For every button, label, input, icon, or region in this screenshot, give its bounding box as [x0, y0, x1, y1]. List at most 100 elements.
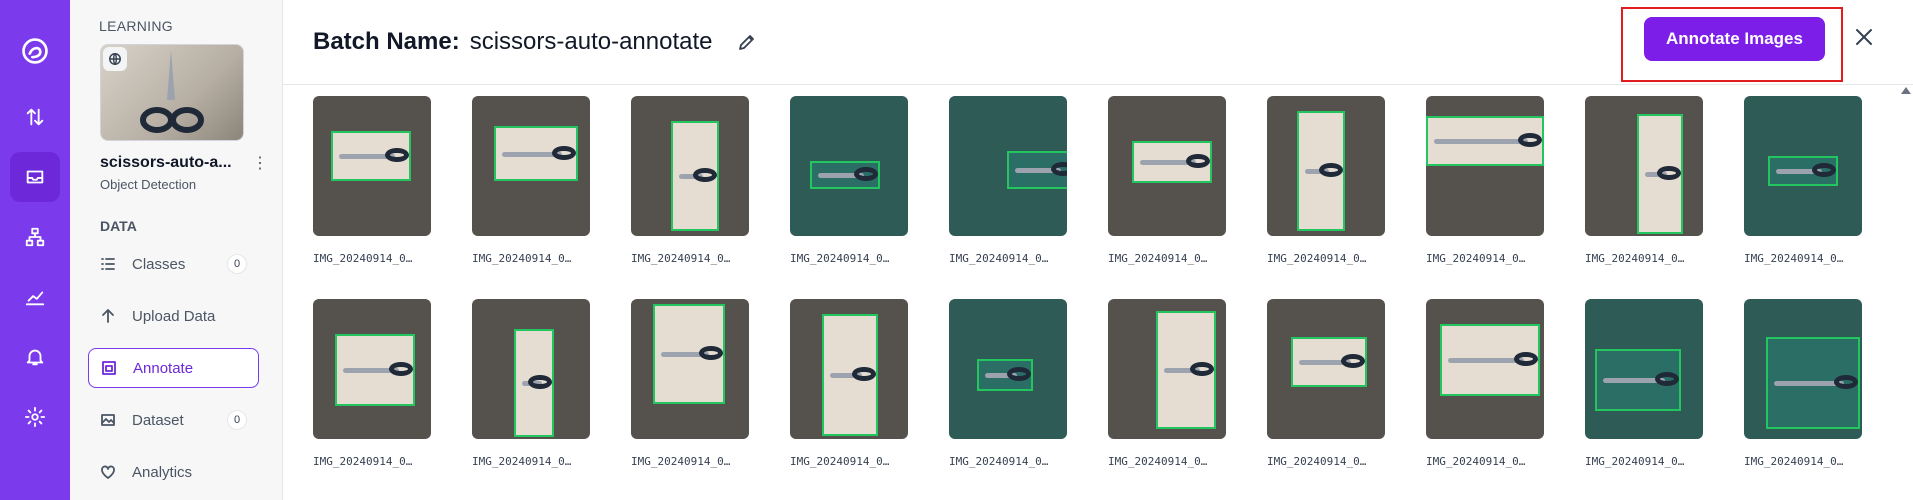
image-thumbnail[interactable] [1744, 299, 1862, 439]
image-thumbnail[interactable] [631, 299, 749, 439]
scissors-handle [1190, 362, 1214, 376]
globe-icon[interactable] [103, 47, 127, 71]
image-filename: IMG_20240914_0… [313, 252, 413, 265]
image-row: IMG_20240914_0… IMG_20240914_0… IMG_202409… [313, 299, 1913, 468]
scissors-handle [854, 167, 878, 181]
sidebar-item-label: Dataset [132, 411, 184, 429]
sidebar-item-dataset[interactable]: Dataset 0 [88, 400, 259, 440]
image-card[interactable]: IMG_20240914_0… [1267, 299, 1385, 468]
image-filename: IMG_20240914_0… [1267, 252, 1367, 265]
scissors-blade [1299, 360, 1351, 365]
project-type: Object Detection [100, 177, 197, 192]
scissors-handle [389, 362, 413, 376]
image-thumbnail[interactable] [1108, 96, 1226, 236]
annotate-images-button[interactable]: Annotate Images [1644, 17, 1825, 61]
image-thumbnail[interactable] [949, 96, 1067, 236]
batch-name-value: scissors-auto-annotate [469, 28, 713, 55]
more-vertical-icon[interactable]: ⋮ [252, 155, 268, 172]
image-thumbnail[interactable] [949, 299, 1067, 439]
section-label: LEARNING [99, 18, 173, 34]
project-thumbnail[interactable] [100, 44, 244, 141]
scissors-blade [1645, 172, 1667, 177]
close-icon[interactable] [1853, 26, 1875, 48]
image-card[interactable]: IMG_20240914_0… [1426, 299, 1544, 468]
image-card[interactable]: IMG_20240914_0… [631, 96, 749, 265]
image-card[interactable]: IMG_20240914_0… [1585, 96, 1703, 265]
image-row: IMG_20240914_0… IMG_20240914_0… IMG_202409… [313, 96, 1913, 265]
image-thumbnail[interactable] [472, 96, 590, 236]
logo-icon[interactable] [18, 34, 52, 68]
image-thumbnail[interactable] [631, 96, 749, 236]
sidebar-item-label: Upload Data [132, 307, 216, 325]
scissors-handle [385, 148, 409, 162]
image-thumbnail[interactable] [1267, 299, 1385, 439]
image-filename: IMG_20240914_0… [949, 455, 1049, 468]
image-card[interactable]: IMG_20240914_0… [790, 96, 908, 265]
image-card[interactable]: IMG_20240914_0… [1744, 96, 1862, 265]
classes-count-badge: 0 [227, 254, 247, 274]
dataset-count-badge: 0 [227, 410, 247, 430]
scissors-blade [1305, 169, 1329, 174]
swap-arrows-icon[interactable] [10, 92, 60, 142]
image-thumbnail[interactable] [1108, 299, 1226, 439]
image-filename: IMG_20240914_0… [949, 252, 1049, 265]
scissors-blade [1140, 160, 1196, 165]
image-thumbnail[interactable] [790, 299, 908, 439]
data-section-label: DATA [100, 218, 137, 234]
image-thumbnail[interactable] [1267, 96, 1385, 236]
image-thumbnail[interactable] [790, 96, 908, 236]
image-thumbnail[interactable] [1585, 299, 1703, 439]
bell-icon[interactable] [10, 332, 60, 382]
network-icon[interactable] [10, 212, 60, 262]
sidebar-item-annotate[interactable]: Annotate [88, 348, 259, 388]
scissors-blade [985, 373, 1017, 378]
image-thumbnail[interactable] [472, 299, 590, 439]
bounding-box [1766, 337, 1860, 429]
image-filename: IMG_20240914_0… [1108, 252, 1208, 265]
inbox-icon[interactable] [10, 152, 60, 202]
image-card[interactable]: IMG_20240914_0… [1744, 299, 1862, 468]
batch-header: Batch Name: scissors-auto-annotate Annot… [283, 0, 1913, 85]
image-thumbnail[interactable] [313, 299, 431, 439]
pencil-icon[interactable] [737, 32, 757, 52]
image-card[interactable]: IMG_20240914_0… [1108, 299, 1226, 468]
scroll-up-icon[interactable] [1901, 87, 1911, 94]
sidebar-item-analytics[interactable]: Analytics [88, 452, 259, 492]
image-card[interactable]: IMG_20240914_0… [313, 96, 431, 265]
image-card[interactable]: IMG_20240914_0… [313, 299, 431, 468]
image-card[interactable]: IMG_20240914_0… [1585, 299, 1703, 468]
image-card[interactable]: IMG_20240914_0… [790, 299, 908, 468]
image-card[interactable]: IMG_20240914_0… [472, 299, 590, 468]
image-filename: IMG_20240914_0… [1426, 252, 1526, 265]
scissors-handle [1518, 133, 1542, 147]
image-thumbnail[interactable] [313, 96, 431, 236]
scissors-blade [661, 352, 709, 357]
scissors-handle [1655, 372, 1679, 386]
image-card[interactable]: IMG_20240914_0… [1108, 96, 1226, 265]
image-thumbnail[interactable] [1744, 96, 1862, 236]
settings-icon[interactable] [10, 392, 60, 442]
image-card[interactable]: IMG_20240914_0… [949, 96, 1067, 265]
image-filename: IMG_20240914_0… [1108, 455, 1208, 468]
sidebar-nav: Classes 0 Upload Data Annotate Dataset 0… [88, 244, 260, 492]
scrollbar[interactable] [1901, 85, 1913, 500]
scissors-handle [1834, 375, 1858, 389]
image-card[interactable]: IMG_20240914_0… [472, 96, 590, 265]
scissors-handle [852, 367, 876, 381]
image-card[interactable]: IMG_20240914_0… [1426, 96, 1544, 265]
image-card[interactable]: IMG_20240914_0… [949, 299, 1067, 468]
image-thumbnail[interactable] [1426, 96, 1544, 236]
scissors-handle [1186, 154, 1210, 168]
sidebar-item-classes[interactable]: Classes 0 [88, 244, 259, 284]
image-filename: IMG_20240914_0… [1585, 252, 1685, 265]
chart-icon[interactable] [10, 272, 60, 322]
image-thumbnail[interactable] [1426, 299, 1544, 439]
image-card[interactable]: IMG_20240914_0… [1267, 96, 1385, 265]
project-sidebar: LEARNING scissors-auto-a... ⋮ Object Det… [70, 0, 283, 500]
sidebar-item-upload-data[interactable]: Upload Data [88, 296, 259, 336]
bounding-box [822, 314, 878, 436]
image-filename: IMG_20240914_0… [1585, 455, 1685, 468]
image-card[interactable]: IMG_20240914_0… [631, 299, 749, 468]
image-thumbnail[interactable] [1585, 96, 1703, 236]
bounding-box [494, 126, 578, 181]
